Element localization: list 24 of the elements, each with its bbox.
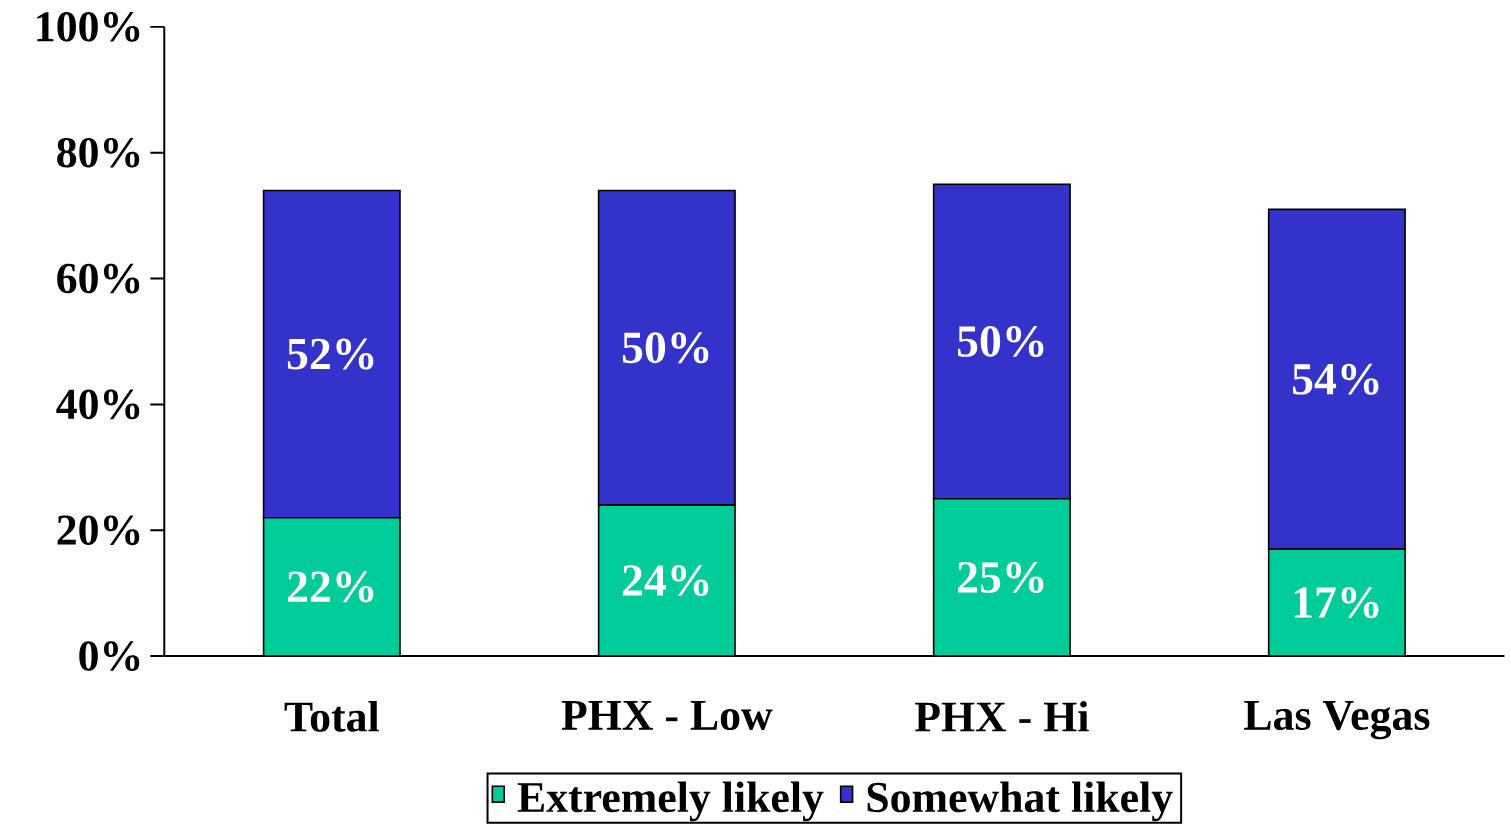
data-label: 52% [287,338,374,370]
data-label: 25% [957,561,1044,593]
legend-label: Extremely likely [517,781,824,822]
bar [932,497,1071,656]
x-tick-label: Las Vegas [1244,700,1430,740]
x-tick-label: PHX - Hi [914,700,1089,732]
x-tick-label: PHX - Low [561,700,773,730]
data-label: 22% [287,571,374,603]
y-tick-label: 20% [57,515,140,545]
y-tick-label: 80% [57,137,140,168]
data-label: 50% [957,325,1044,357]
y-tick-label: 0% [79,641,140,671]
y-tick-label: 60% [57,263,140,294]
bar [597,504,736,656]
data-label: 17% [1294,586,1379,618]
y-tick-label: 40% [56,389,140,420]
data-label: 24% [622,564,709,596]
y-tick-label: 100% [37,11,140,42]
legend-label: Somewhat likely [867,781,1173,822]
bar [1267,548,1406,656]
data-label: 54% [1292,363,1379,395]
data-label: 50% [622,332,709,364]
x-tick-label: Total [284,700,379,732]
bar [262,516,401,656]
